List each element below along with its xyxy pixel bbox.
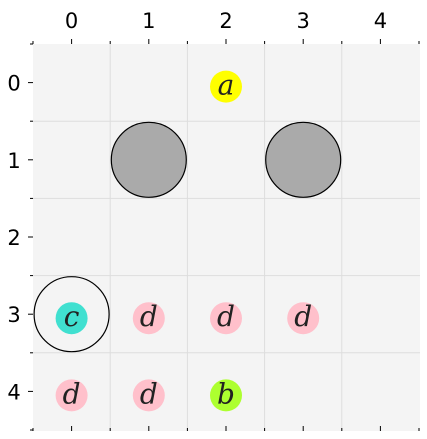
token-d: d <box>55 377 88 412</box>
token-letter: d <box>217 300 235 333</box>
column-label: 4 <box>374 9 387 33</box>
token-letter: d <box>294 300 312 333</box>
outline-ring <box>33 276 110 353</box>
column-label: 2 <box>219 9 232 33</box>
row-label: 2 <box>7 226 20 250</box>
token-disc <box>210 379 242 412</box>
token-letter: c <box>64 300 80 333</box>
grid-lines <box>33 44 420 431</box>
token-d: d <box>132 300 165 335</box>
letter-tokens: a c d d d d d b <box>55 69 320 412</box>
token-a: a <box>210 69 242 103</box>
token-disc <box>287 302 320 335</box>
token-d: d <box>132 377 165 412</box>
column-labels: 0 1 2 3 4 <box>65 9 387 33</box>
token-disc <box>132 379 165 412</box>
token-disc <box>55 379 88 412</box>
token-disc <box>210 302 242 335</box>
row-labels: 0 1 2 3 4 <box>7 72 20 405</box>
token-disc <box>210 70 242 103</box>
row-label: 0 <box>7 72 20 96</box>
token-c: c <box>55 300 88 335</box>
token-letter: d <box>63 377 81 410</box>
token-b: b <box>210 377 242 412</box>
gray-disc-2 <box>265 121 342 198</box>
column-label: 3 <box>297 9 310 33</box>
token-letter: b <box>217 377 235 410</box>
gray-disc-1 <box>110 121 187 198</box>
token-letter: d <box>140 377 158 410</box>
token-disc <box>55 302 88 335</box>
row-label: 3 <box>7 303 20 327</box>
token-letter: d <box>140 300 158 333</box>
column-label: 0 <box>65 9 78 33</box>
token-d: d <box>287 300 320 335</box>
row-label: 1 <box>7 149 20 173</box>
axis-ticks <box>28 39 420 431</box>
column-label: 1 <box>142 9 155 33</box>
board-pieces <box>33 121 342 353</box>
token-d: d <box>210 300 242 335</box>
token-letter: a <box>218 69 235 102</box>
board-background <box>33 44 420 431</box>
row-label: 4 <box>7 380 20 404</box>
token-disc <box>132 302 165 335</box>
